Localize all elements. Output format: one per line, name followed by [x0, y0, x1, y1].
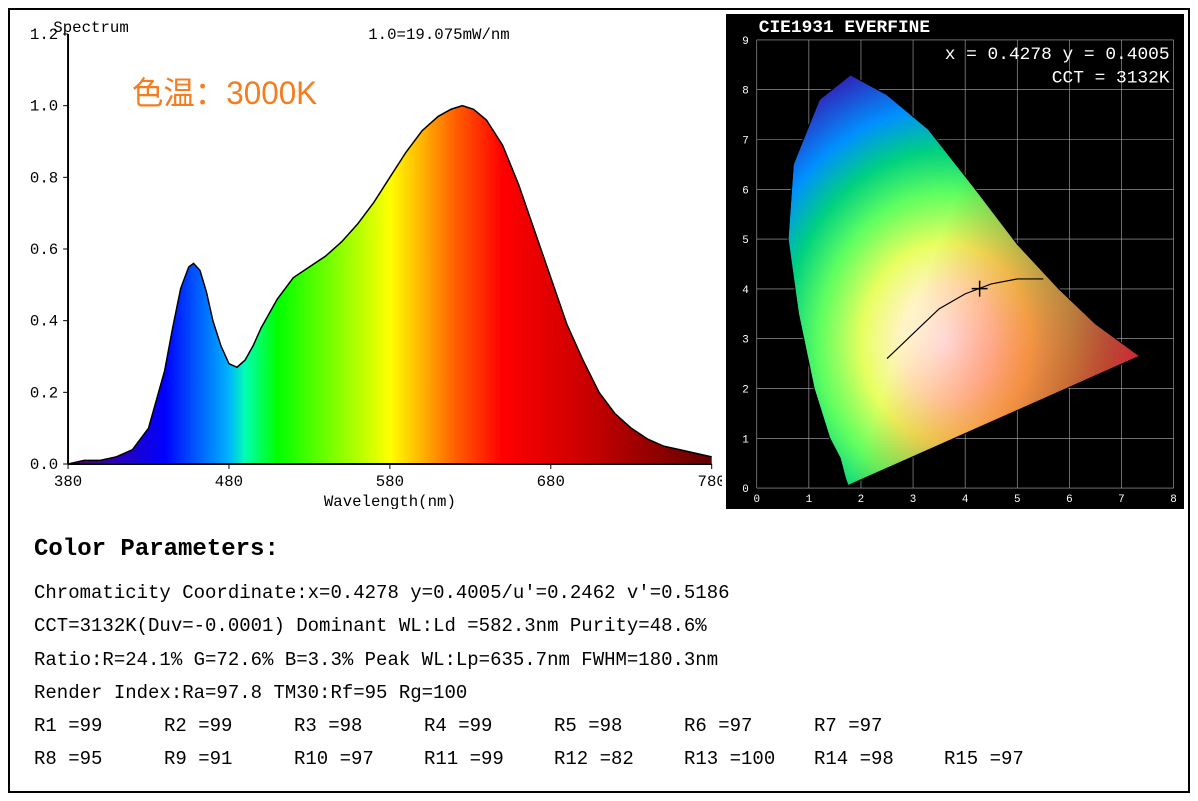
r-value-r15: R15 =97: [944, 743, 1074, 776]
svg-text:CCT = 3132K: CCT = 3132K: [1051, 69, 1169, 89]
svg-text:7: 7: [1118, 494, 1125, 506]
r-value-r11: R11 =99: [424, 743, 554, 776]
svg-text:2: 2: [742, 384, 749, 396]
svg-text:580: 580: [376, 473, 404, 491]
svg-text:x = 0.4278 y = 0.4005: x = 0.4278 y = 0.4005: [944, 45, 1169, 65]
r-value-r14: R14 =98: [814, 743, 944, 776]
svg-text:6: 6: [1066, 494, 1073, 506]
svg-text:0.4: 0.4: [30, 313, 58, 331]
svg-text:7: 7: [742, 135, 749, 147]
r-value-r8: R8 =95: [34, 743, 164, 776]
r-value-r7: R7 =97: [814, 710, 944, 743]
svg-text:4: 4: [961, 494, 968, 506]
charts-row: 0.00.20.40.60.81.01.2380480580680780Wave…: [14, 14, 1184, 509]
r-value-r10: R10 =97: [294, 743, 424, 776]
r-value-r4: R4 =99: [424, 710, 554, 743]
svg-text:4: 4: [742, 285, 749, 297]
svg-text:Spectrum: Spectrum: [53, 19, 128, 37]
svg-text:680: 680: [537, 473, 565, 491]
svg-text:8: 8: [742, 86, 749, 98]
r-value-r12: R12 =82: [554, 743, 684, 776]
svg-text:9: 9: [742, 36, 749, 48]
svg-text:0: 0: [753, 494, 760, 506]
r-value-r2: R2 =99: [164, 710, 294, 743]
cie-chart: 0 1 2 3 4 5 6 7 8 0 1 2 3 4 5 6 7 8 9 CIE1931 EVERFINE x = 0…: [726, 14, 1184, 509]
svg-text:0.6: 0.6: [30, 241, 58, 259]
param-line-chromaticity: Chromaticity Coordinate:x=0.4278 y=0.400…: [34, 577, 1164, 610]
svg-text:0.2: 0.2: [30, 384, 58, 402]
svg-text:2: 2: [857, 494, 864, 506]
r-value-r1: R1 =99: [34, 710, 164, 743]
svg-text:780: 780: [698, 473, 722, 491]
report-container: 0.00.20.40.60.81.01.2380480580680780Wave…: [8, 8, 1190, 793]
svg-text:480: 480: [215, 473, 243, 491]
param-line-ratio: Ratio:R=24.1% G=72.6% B=3.3% Peak WL:Lp=…: [34, 644, 1164, 677]
svg-text:0: 0: [742, 484, 749, 496]
svg-text:CIE1931 EVERFINE: CIE1931 EVERFINE: [758, 18, 929, 38]
r-value-r3: R3 =98: [294, 710, 424, 743]
svg-text:1.0=19.075mW/nm: 1.0=19.075mW/nm: [368, 26, 510, 44]
r-value-r5: R5 =98: [554, 710, 684, 743]
r-value-r9: R9 =91: [164, 743, 294, 776]
svg-text:5: 5: [1014, 494, 1021, 506]
svg-text:0.0: 0.0: [30, 456, 58, 474]
r-value-r13: R13 =100: [684, 743, 814, 776]
svg-text:1: 1: [742, 434, 749, 446]
color-parameters: Color Parameters: Chromaticity Coordinat…: [14, 509, 1184, 785]
svg-text:3: 3: [909, 494, 916, 506]
params-heading: Color Parameters:: [34, 529, 1164, 571]
svg-text:6: 6: [742, 185, 749, 197]
r-values-row1: R1 =99R2 =99R3 =98R4 =99R5 =98R6 =97R7 =…: [34, 710, 1164, 743]
svg-text:0.8: 0.8: [30, 169, 58, 187]
r-values-row2: R8 =95R9 =91R10 =97R11 =99R12 =82R13 =10…: [34, 743, 1164, 776]
svg-text:3: 3: [742, 335, 749, 347]
spectrum-chart: 0.00.20.40.60.81.01.2380480580680780Wave…: [14, 14, 722, 509]
svg-text:5: 5: [742, 235, 749, 247]
svg-text:1: 1: [805, 494, 812, 506]
r-value-r6: R6 =97: [684, 710, 814, 743]
svg-text:8: 8: [1170, 494, 1177, 506]
svg-text:1.0: 1.0: [30, 98, 58, 116]
param-line-cct: CCT=3132K(Duv=-0.0001) Dominant WL:Ld =5…: [34, 610, 1164, 643]
param-line-render: Render Index:Ra=97.8 TM30:Rf=95 Rg=100: [34, 677, 1164, 710]
svg-text:380: 380: [54, 473, 82, 491]
svg-text:色温：3000K: 色温：3000K: [132, 75, 317, 111]
svg-text:Wavelength(nm): Wavelength(nm): [324, 493, 456, 509]
